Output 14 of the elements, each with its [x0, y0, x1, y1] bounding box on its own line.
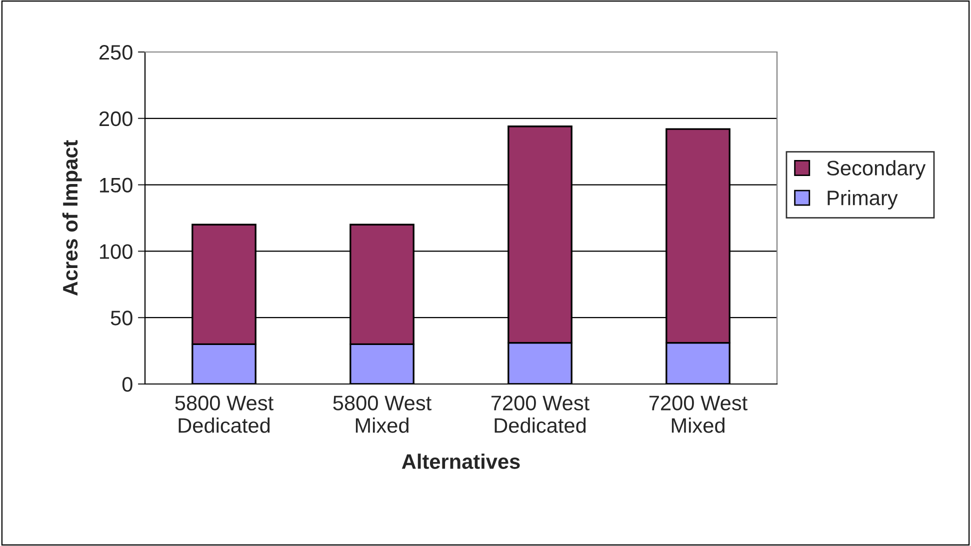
x-axis-title: Alternatives	[402, 454, 520, 469]
legend-label: Primary	[828, 190, 898, 210]
legend-label: Secondary	[827, 160, 926, 180]
x-tick-label: 7200 West Dedicated	[491, 396, 590, 433]
y-tick-label: 0	[122, 377, 132, 392]
y-tick-label: 150	[100, 178, 132, 193]
y-tick-label: 50	[110, 310, 132, 326]
y-axis-title: Acres of Impact	[62, 140, 82, 296]
y-tick-label: 250	[99, 45, 132, 60]
y-tick-label: 100	[100, 244, 132, 259]
y-tick-label: 200	[99, 111, 132, 126]
x-tick-label: 7200 West Mixed	[649, 396, 748, 433]
x-tick-label: 5800 West Mixed	[333, 396, 432, 433]
x-tick-label: 5800 West Dedicated	[175, 396, 274, 433]
